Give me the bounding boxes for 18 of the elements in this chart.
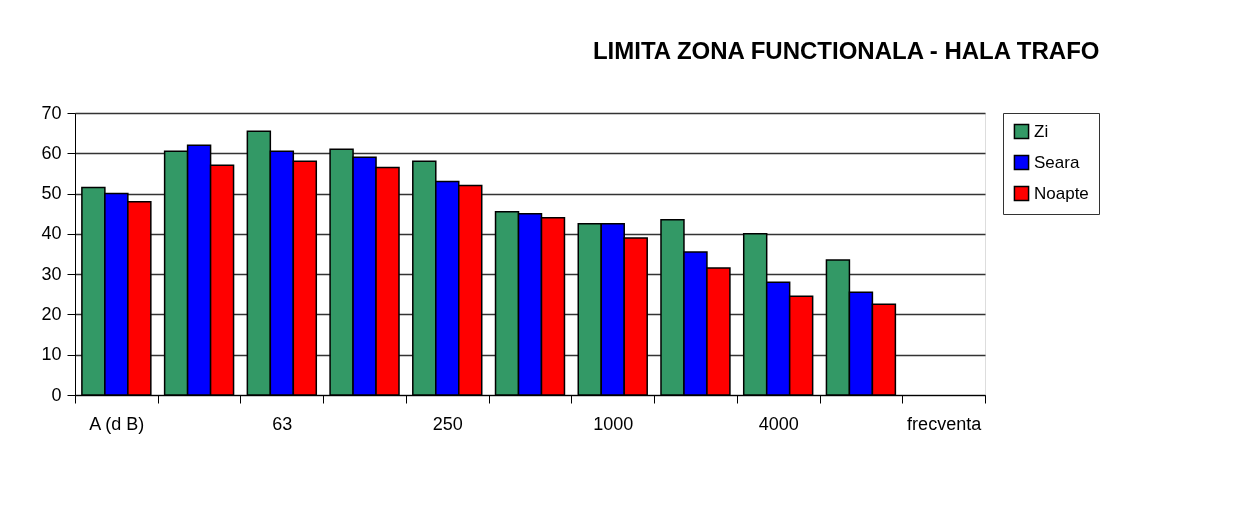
y-tick-label: 70 [41,102,62,123]
y-tick-label: 60 [41,142,62,163]
legend-label: Noapte [1034,183,1089,203]
x-tick-label: 4000 [758,413,799,434]
x-tick-label: frecventa [907,413,983,434]
x-tick-label: A (d B) [89,413,145,434]
y-tick-label: 40 [41,223,62,244]
legend-label: Seara [1034,152,1080,172]
y-tick-label: 50 [41,183,62,204]
x-tick-label: 63 [272,413,293,434]
x-tick-label: 1000 [593,413,634,434]
y-tick-label: 10 [41,344,62,365]
y-tick-label: 20 [41,303,62,324]
chart-title: LIMITA ZONA FUNCTIONALA - HALA TRAFO [592,37,1100,64]
y-tick-label: 30 [41,263,62,284]
x-tick-label: 250 [432,413,463,434]
y-tick-label: 0 [51,384,62,405]
legend-label: Zi [1034,121,1049,141]
